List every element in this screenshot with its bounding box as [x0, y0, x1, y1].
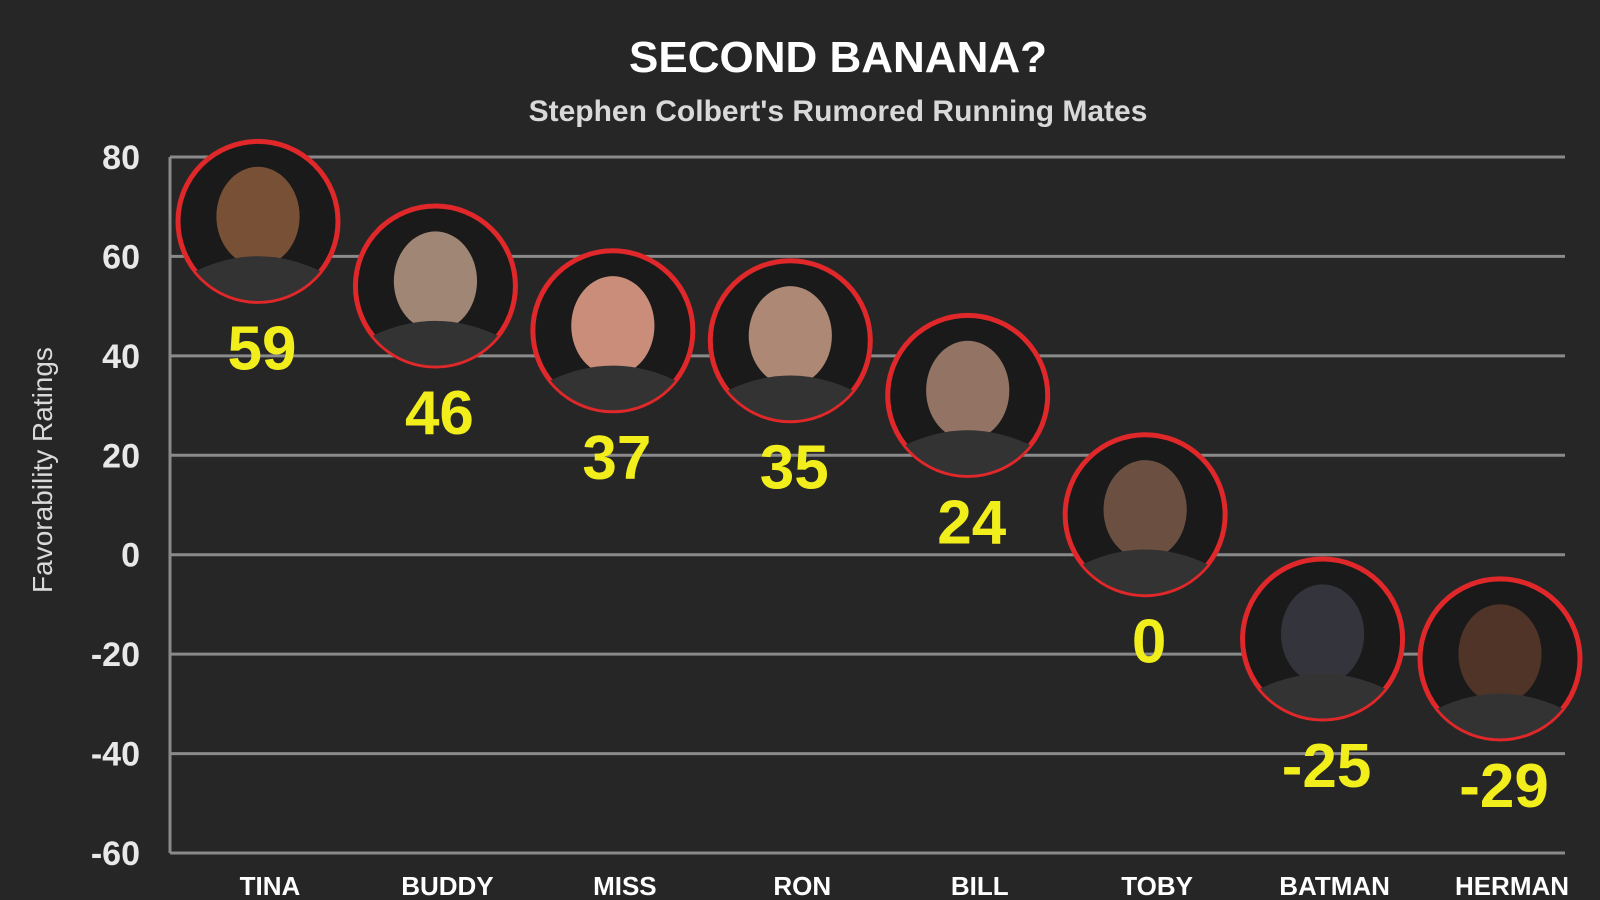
data-point	[175, 138, 341, 304]
data-labels: 59 46 37 35 24 0 -25 -29	[228, 314, 1549, 820]
portrait-shoulders	[373, 320, 498, 366]
chart-subtitle: Stephen Colbert's Rumored Running Mates	[529, 95, 1148, 128]
category-label: BATMAN	[1279, 871, 1390, 900]
category-label: RON	[773, 871, 831, 900]
data-points	[175, 138, 1583, 742]
value-label: -25	[1282, 732, 1372, 801]
value-label: 0	[1132, 608, 1166, 677]
portrait-shoulders	[905, 430, 1031, 475]
category-label: TOBY	[1121, 871, 1193, 900]
data-point	[1417, 576, 1583, 742]
portrait-face	[1103, 460, 1187, 560]
y-tick-label: 20	[102, 437, 140, 475]
y-tick-label: -60	[91, 835, 140, 873]
category-label: HERMAN	[1455, 871, 1569, 900]
data-point	[885, 312, 1051, 478]
category-label: BUDDY	[401, 871, 493, 900]
data-point	[530, 248, 696, 414]
portrait-shoulders	[1082, 549, 1208, 595]
category-label: BILL	[951, 871, 1009, 900]
y-axis-label: Favorability Ratings	[27, 347, 58, 593]
data-point	[1240, 556, 1406, 722]
portrait-face	[1458, 604, 1542, 704]
y-tick-label: 60	[102, 238, 140, 276]
data-point	[352, 203, 518, 369]
category-label: MISS	[593, 871, 657, 900]
portrait-shoulders	[1260, 673, 1385, 719]
portrait-face	[748, 286, 832, 386]
y-tick-label: 40	[102, 338, 140, 376]
y-tick-label: -40	[91, 736, 140, 774]
data-point	[707, 258, 873, 424]
y-tick-label: -20	[91, 636, 140, 674]
data-point	[1062, 432, 1228, 598]
value-label: 24	[937, 488, 1006, 557]
value-label: -29	[1459, 752, 1549, 821]
value-label: 59	[228, 314, 297, 383]
portrait-shoulders	[727, 375, 853, 421]
portrait-face	[216, 166, 300, 266]
x-category-labels: TINA BUDDY MISS RON BILL TOBY BATMAN HERMAN	[240, 871, 1569, 900]
portrait-face	[1280, 584, 1365, 684]
portrait-shoulders	[195, 256, 321, 301]
value-label: 37	[582, 424, 651, 493]
y-tick-label: 0	[121, 537, 140, 575]
value-label: 46	[405, 379, 474, 448]
portrait-shoulders	[550, 365, 676, 411]
portrait-face	[393, 231, 478, 331]
y-tick-labels: 80 60 40 20 0 -20 -40 -60	[91, 139, 140, 873]
portrait-shoulders	[1437, 693, 1563, 739]
portrait-face	[926, 340, 1010, 440]
portrait-face	[571, 276, 655, 376]
value-label: 35	[760, 434, 829, 503]
chart-title: SECOND BANANA?	[629, 33, 1047, 82]
category-label: TINA	[240, 871, 301, 900]
y-tick-label: 80	[102, 139, 140, 177]
